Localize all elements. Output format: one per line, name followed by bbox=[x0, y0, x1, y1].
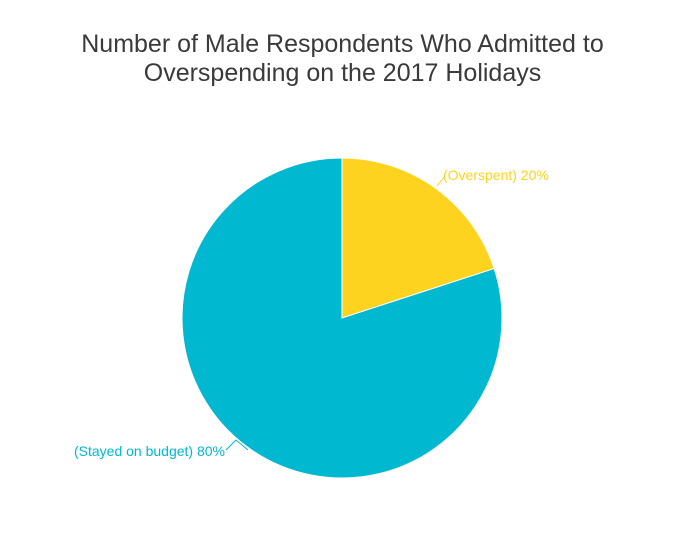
pie-slice-label-1: (Overspent) 20% bbox=[443, 167, 549, 183]
chart-title: Number of Male Respondents Who Admitted … bbox=[0, 30, 685, 88]
pie-slice-2 bbox=[181, 157, 503, 479]
pie-slice-1 bbox=[341, 157, 495, 319]
chart-title-line-2: Overspending on the 2017 Holidays bbox=[143, 59, 542, 87]
chart-title-line-1: Number of Male Respondents Who Admitted … bbox=[81, 30, 604, 58]
pie-slice-label-2: (Stayed on budget) 80% bbox=[74, 443, 225, 459]
pie-leader-line-2 bbox=[225, 439, 249, 451]
pie-leader-line-1 bbox=[436, 175, 446, 187]
